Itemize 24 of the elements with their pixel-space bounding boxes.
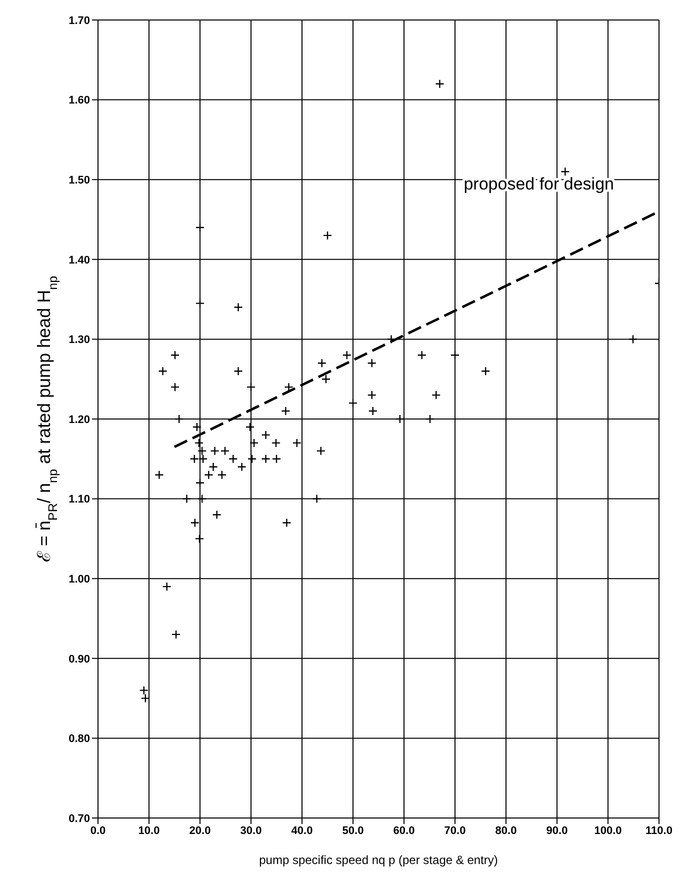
- y-tick-label: 0.70: [68, 812, 90, 825]
- x-tick-label: 30.0: [240, 824, 262, 837]
- y-tick-label: 0.90: [68, 653, 90, 666]
- x-axis-title: pump specific speed nq p (per stage & entry): [259, 853, 498, 867]
- x-tick-label: 80.0: [495, 824, 517, 837]
- x-tick-label: 40.0: [291, 824, 313, 837]
- x-tick-label: 110.0: [646, 824, 672, 837]
- x-tick-label: 50.0: [342, 824, 364, 837]
- y-tick-label: 1.70: [68, 14, 90, 27]
- y-tick-label: 1.30: [68, 334, 90, 346]
- y-tick-label: 1.10: [68, 494, 90, 506]
- y-tick-label: 0.80: [68, 733, 90, 746]
- x-tick-label: 70.0: [444, 824, 466, 837]
- x-tick-label: 10.0: [138, 824, 160, 837]
- y-tick-label: 1.60: [68, 94, 90, 107]
- x-tick-label: 0.0: [90, 824, 106, 837]
- y-tick-label: 1.40: [68, 254, 90, 266]
- x-tick-label: 90.0: [546, 824, 568, 837]
- x-tick-label: 20.0: [189, 824, 211, 837]
- y-tick-label: 1.50: [68, 174, 90, 187]
- x-tick-label: 60.0: [393, 824, 415, 837]
- y-tick-label: 1.20: [68, 414, 90, 426]
- x-tick-label: 100.0: [594, 824, 622, 837]
- y-tick-label: 1.00: [68, 574, 90, 586]
